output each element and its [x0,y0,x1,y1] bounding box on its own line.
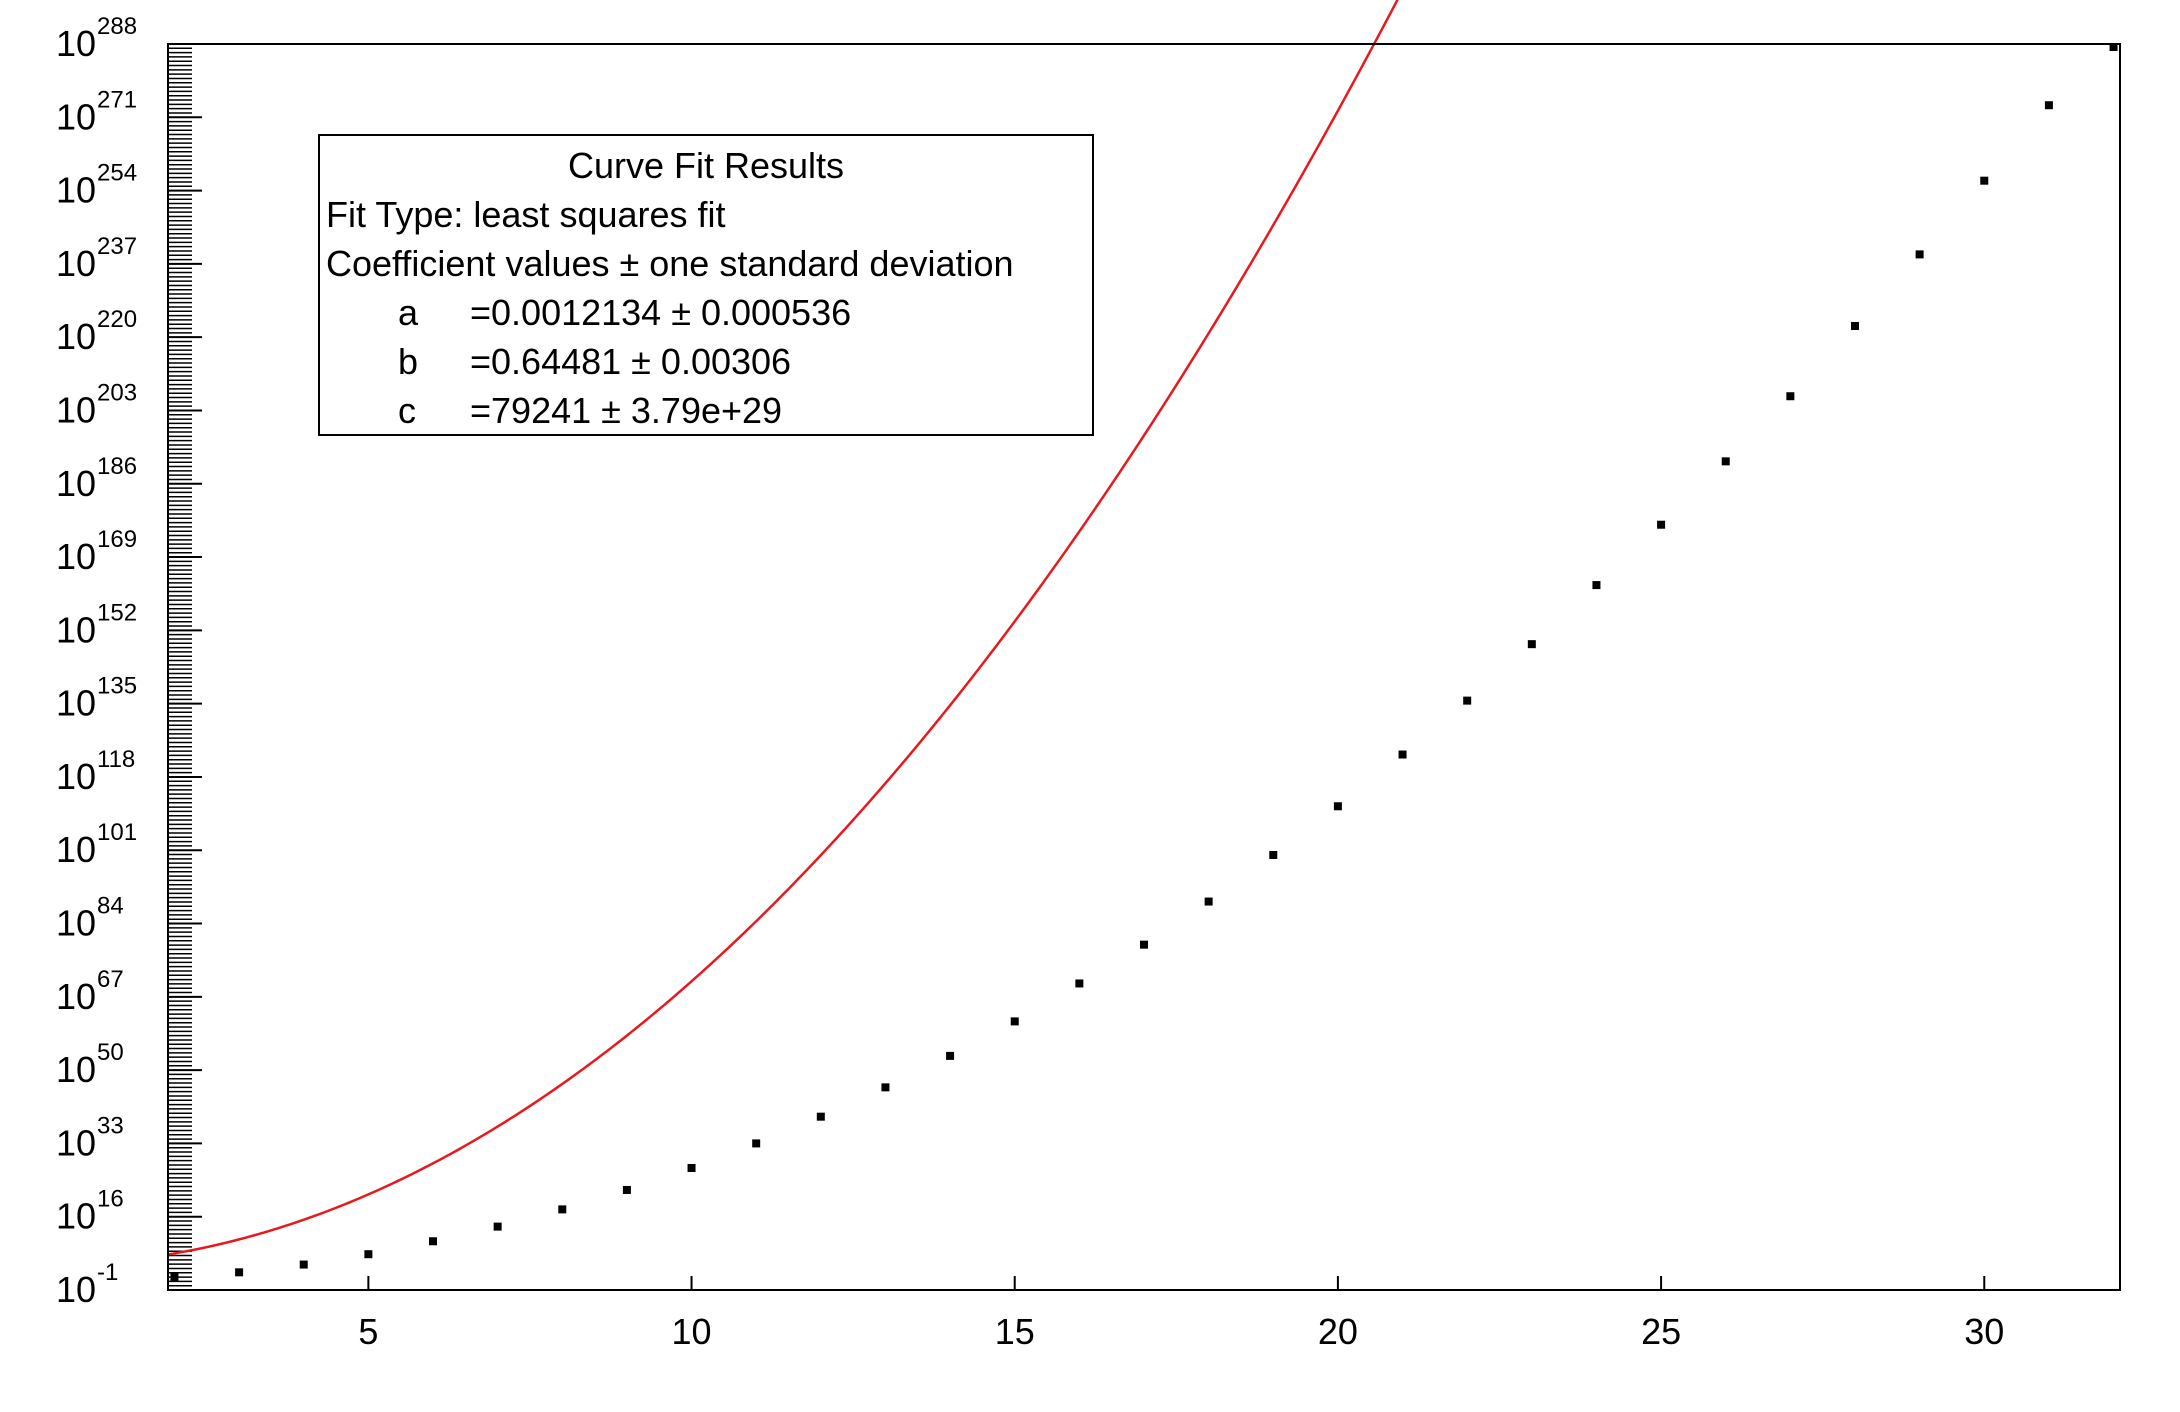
data-point [1915,250,1924,259]
y-tick-exponent: 186 [97,453,137,480]
y-tick-exponent: 135 [97,673,137,700]
y-tick-exponent: 271 [97,86,137,113]
y-tick-label: 10 [56,243,96,284]
data-point [1527,640,1536,649]
y-tick-label: 10 [56,170,96,211]
y-tick-label: 10 [56,609,96,650]
y-tick-label: 10 [56,536,96,577]
data-point [429,1237,438,1246]
data-point [752,1139,761,1148]
data-point [364,1250,373,1259]
y-tick-exponent: 203 [97,379,137,406]
y-tick-label: 10 [56,23,96,64]
y-tick-label: 10 [56,316,96,357]
plot-frame [167,43,2121,1291]
y-tick-label: 10 [56,389,96,430]
data-point [1786,392,1795,401]
y-tick-label: 10 [56,96,96,137]
y-tick-exponent: 84 [97,893,124,920]
coefficient-row-b: b =0.64481 ± 0.00306 [320,337,1092,386]
y-tick-exponent: 152 [97,599,137,626]
coefficient-value: =0.64481 ± 0.00306 [470,341,792,382]
x-axis: 5 10 15 20 25 30 [358,1276,2004,1352]
coefficient-name: c [398,390,416,431]
coefficient-row-c: c =79241 ± 3.79e+29 [320,386,1092,435]
data-point [1592,581,1601,590]
y-tick-exponent: 254 [97,160,137,187]
x-tick-label: 5 [358,1311,378,1352]
data-point [1398,750,1407,759]
data-point [1333,802,1342,811]
data-points-layer [170,43,2118,1282]
data-point [1075,979,1084,988]
fit-curve-layer [167,0,1399,1256]
data-point [881,1083,890,1092]
coefficient-row-a: a =0.0012134 ± 0.000536 [320,288,1092,337]
data-point [687,1163,696,1172]
y-tick-label: 10 [56,1122,96,1163]
data-point [816,1112,825,1121]
y-tick-label: 10 [56,1049,96,1090]
data-point [1140,940,1148,949]
coefficient-value: =79241 ± 3.79e+29 [470,390,783,431]
fit-type-line: Fit Type: least squares fit [326,194,726,235]
y-tick-label: 10 [56,683,96,724]
data-point [1204,897,1213,906]
y-tick-exponent: 288 [97,13,137,40]
data-point [1850,321,1859,330]
y-tick-exponent: 118 [97,746,135,773]
curve-fit-results-box: Curve Fit Results Fit Type: least square… [318,134,1094,436]
y-tick-exponent: 169 [97,526,137,553]
data-point [170,1273,179,1282]
data-point [1269,850,1278,859]
curve-fit-title: Curve Fit Results [567,145,845,186]
y-tick-exponent: -1 [97,1259,118,1286]
y-tick-label: 10 [56,829,96,870]
x-tick-label: 30 [1964,1311,2004,1352]
coefficient-header: Coefficient values ± one standard deviat… [326,243,1014,284]
data-point [2109,43,2118,51]
data-point [493,1222,502,1231]
y-tick-label: 10 [56,463,96,504]
data-point [1980,176,1989,185]
coefficient-name: a [398,292,419,333]
data-point [235,1268,244,1277]
y-tick-exponent: 67 [97,966,124,993]
data-point [946,1051,955,1060]
y-tick-exponent: 220 [97,306,137,333]
data-point [299,1260,308,1269]
data-point [558,1205,567,1214]
data-point [1721,457,1730,466]
y-tick-label: 10 [56,756,96,797]
y-tick-exponent: 33 [97,1112,124,1139]
y-tick-exponent: 101 [97,819,137,846]
data-point [2044,101,2053,110]
data-point [1657,520,1666,529]
y-tick-exponent: 16 [97,1186,124,1213]
x-tick-label: 25 [1641,1311,1681,1352]
y-tick-label: 10 [56,903,96,944]
x-tick-label: 15 [995,1311,1035,1352]
y-tick-exponent: 50 [97,1039,124,1066]
x-tick-label: 20 [1318,1311,1358,1352]
data-point [1463,696,1472,705]
y-minor-ticks [168,43,192,1291]
fit-curve [167,0,1399,1256]
data-point [622,1185,631,1194]
y-tick-exponent: 237 [97,233,137,260]
y-tick-label: 10 [56,1196,96,1237]
data-point [1010,1017,1019,1026]
y-tick-label: 10 [56,976,96,1017]
x-tick-label: 10 [672,1311,712,1352]
coefficient-value: =0.0012134 ± 0.000536 [470,292,852,333]
coefficient-name: b [398,341,419,382]
y-tick-label: 10 [56,1269,96,1310]
